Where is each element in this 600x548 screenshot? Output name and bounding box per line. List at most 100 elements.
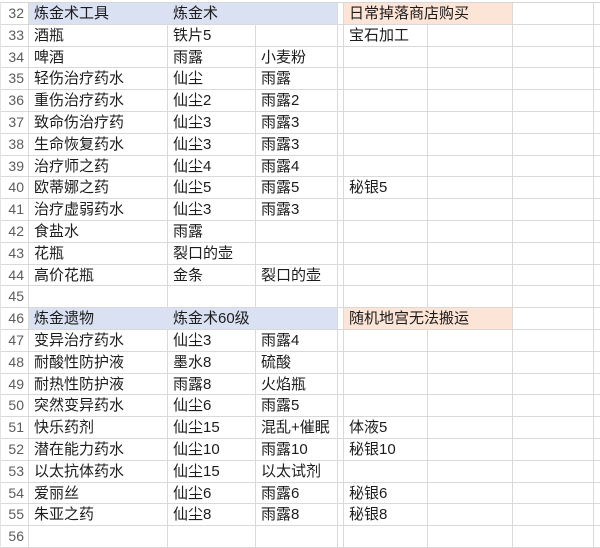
cell-empty[interactable]	[594, 243, 600, 265]
cell-spacer[interactable]	[338, 24, 344, 47]
cell-material-2[interactable]	[256, 242, 338, 265]
cell-material-2[interactable]: 混乱+催眠	[256, 417, 338, 439]
cell-empty[interactable]	[428, 155, 513, 178]
cell-material-1[interactable]	[168, 286, 256, 309]
cell-material-2[interactable]	[256, 286, 338, 309]
cell-empty[interactable]	[594, 265, 600, 287]
cell-empty[interactable]	[594, 134, 600, 156]
cell-material-2[interactable]: 雨露3	[256, 133, 338, 156]
cell-empty[interactable]	[428, 460, 513, 483]
cell-empty[interactable]	[594, 112, 600, 134]
cell-material-1[interactable]: 仙尘3	[168, 329, 256, 352]
cell-empty[interactable]	[513, 220, 594, 243]
cell-empty[interactable]	[513, 329, 594, 352]
cell-empty[interactable]	[428, 395, 513, 418]
cell-item-name[interactable]: 高价花瓶	[29, 264, 168, 287]
cell-material-2[interactable]: 雨露6	[256, 482, 338, 505]
cell-empty[interactable]	[513, 177, 594, 200]
cell-empty[interactable]	[594, 286, 600, 309]
cell-empty[interactable]	[594, 3, 600, 25]
row-number[interactable]: 32	[1, 3, 29, 25]
cell-empty[interactable]	[594, 526, 600, 548]
cell-empty[interactable]	[428, 133, 513, 156]
cell-item-name[interactable]: 耐酸性防护液	[29, 351, 168, 374]
cell-material-2[interactable]: 雨露3	[256, 199, 338, 221]
cell-spacer[interactable]	[338, 177, 344, 200]
cell-empty[interactable]	[428, 220, 513, 243]
cell-material-3[interactable]	[344, 373, 428, 396]
cell-spacer[interactable]	[338, 308, 344, 330]
cell-spacer[interactable]	[338, 90, 344, 112]
cell-note[interactable]: 随机地宫无法搬运	[344, 308, 513, 330]
cell-empty[interactable]	[594, 483, 600, 505]
cell-item-name[interactable]: 酒瓶	[29, 24, 168, 47]
cell-material-1[interactable]: 仙尘10	[168, 438, 256, 461]
row-number[interactable]: 54	[1, 482, 29, 505]
row-number[interactable]: 50	[1, 395, 29, 418]
cell-empty[interactable]	[513, 417, 594, 439]
cell-empty[interactable]	[513, 504, 594, 527]
cell-empty[interactable]	[513, 199, 594, 221]
cell-empty[interactable]	[594, 395, 600, 418]
cell-item-name[interactable]: 欧蒂娜之药	[29, 177, 168, 200]
row-number[interactable]: 38	[1, 133, 29, 156]
cell-material-3[interactable]	[344, 395, 428, 418]
cell-spacer[interactable]	[338, 286, 344, 309]
cell-spacer[interactable]	[338, 351, 344, 374]
cell-material-1[interactable]: 仙尘3	[168, 133, 256, 156]
cell-empty[interactable]	[428, 417, 513, 439]
cell-item-name[interactable]: 爱丽丝	[29, 482, 168, 505]
cell-item-name[interactable]: 生命恢复药水	[29, 133, 168, 156]
cell-empty[interactable]	[513, 351, 594, 374]
cell-empty[interactable]	[428, 373, 513, 396]
cell-material-1[interactable]: 仙尘3	[168, 111, 256, 134]
row-number[interactable]: 36	[1, 90, 29, 112]
cell-empty[interactable]	[428, 329, 513, 352]
cell-material-2[interactable]	[256, 24, 338, 47]
cell-empty[interactable]	[428, 482, 513, 505]
cell-material-1[interactable]: 仙尘6	[168, 395, 256, 418]
cell-empty[interactable]	[428, 351, 513, 374]
cell-spacer[interactable]	[338, 199, 344, 221]
cell-empty[interactable]	[513, 373, 594, 396]
cell-material-3[interactable]	[344, 329, 428, 352]
cell-spacer[interactable]	[338, 133, 344, 156]
cell-item-name[interactable]: 朱亚之药	[29, 504, 168, 527]
cell-empty[interactable]	[428, 177, 513, 200]
cell-material-3[interactable]	[344, 133, 428, 156]
cell-empty[interactable]	[594, 461, 600, 483]
cell-material-2[interactable]: 小麦粉	[256, 46, 338, 69]
cell-empty[interactable]	[594, 156, 600, 178]
cell-material-3[interactable]	[344, 460, 428, 483]
row-number[interactable]: 35	[1, 68, 29, 91]
cell-empty[interactable]	[428, 68, 513, 91]
cell-empty[interactable]	[594, 199, 600, 221]
cell-empty[interactable]	[513, 526, 594, 548]
cell-empty[interactable]	[513, 3, 594, 25]
cell-item-name[interactable]: 重伤治疗药水	[29, 90, 168, 112]
cell-empty[interactable]	[513, 24, 594, 47]
cell-item-name[interactable]: 啤酒	[29, 46, 168, 69]
cell-empty[interactable]	[594, 352, 600, 374]
cell-material-3[interactable]	[344, 351, 428, 374]
cell-item-name[interactable]: 以太抗体药水	[29, 460, 168, 483]
cell-spacer[interactable]	[338, 395, 344, 418]
cell-material-3[interactable]	[344, 155, 428, 178]
cell-empty[interactable]	[513, 286, 594, 309]
row-number[interactable]: 49	[1, 373, 29, 396]
cell-empty[interactable]	[428, 242, 513, 265]
cell-item-name[interactable]: 炼金遗物	[29, 308, 168, 330]
cell-empty[interactable]	[594, 221, 600, 243]
cell-spacer[interactable]	[338, 46, 344, 69]
row-number[interactable]: 48	[1, 351, 29, 374]
row-number[interactable]: 34	[1, 46, 29, 69]
cell-material-2[interactable]: 雨露3	[256, 111, 338, 134]
cell-empty[interactable]	[513, 242, 594, 265]
cell-empty[interactable]	[594, 330, 600, 352]
cell-empty[interactable]	[513, 395, 594, 418]
cell-item-name[interactable]: 炼金术工具	[29, 3, 168, 25]
cell-material-2[interactable]	[256, 3, 338, 25]
cell-item-name[interactable]: 轻伤治疗药水	[29, 68, 168, 91]
cell-material-2[interactable]	[256, 526, 338, 548]
cell-spacer[interactable]	[338, 220, 344, 243]
